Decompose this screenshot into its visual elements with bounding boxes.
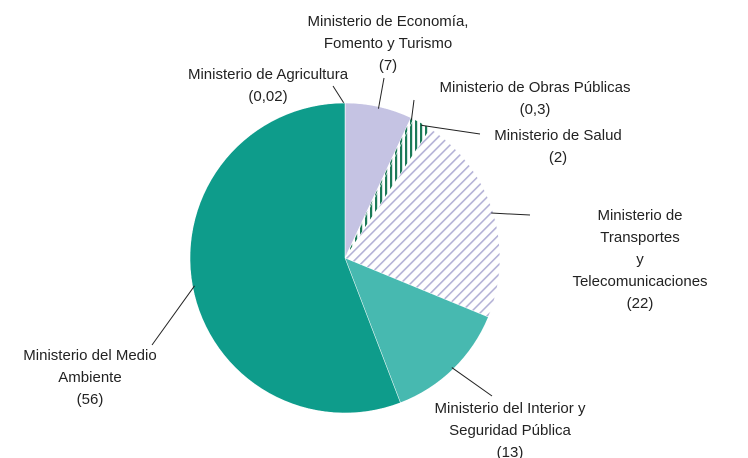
leader-line <box>421 124 481 135</box>
category-label: Ministerio de Salud <box>494 127 622 144</box>
slice-label: Ministerio de Agricultura (0,02) <box>188 64 348 108</box>
category-label: Ministerio de Economía, Fomento y Turism… <box>307 13 469 52</box>
category-label: Ministerio de Transportes y Telecomunica… <box>572 207 708 290</box>
value-label: (7) <box>378 57 398 74</box>
category-label: Ministerio de Obras Públicas <box>439 79 631 96</box>
value-label: (13) <box>496 444 524 458</box>
slice-label: Ministerio del Medio Ambiente (56) <box>23 345 156 411</box>
value-label: (2) <box>548 149 568 166</box>
pie-slice <box>344 128 501 318</box>
slice-label: Ministerio de Salud (2) <box>494 125 622 169</box>
leader-line <box>151 285 195 346</box>
pie-slice <box>189 102 401 414</box>
value-label: (56) <box>76 391 104 408</box>
slice-label: Ministerio del Interior y Seguridad Públ… <box>435 398 586 458</box>
value-label: (0,3) <box>519 101 551 118</box>
category-label: Ministerio del Interior y Seguridad Públ… <box>434 400 586 439</box>
leader-line <box>377 77 385 109</box>
slice-label: Ministerio de Economía, Fomento y Turism… <box>308 11 469 77</box>
leader-line <box>332 85 346 106</box>
category-label: Ministerio de Agricultura <box>187 66 349 83</box>
slice-label: Ministerio de Obras Públicas (0,3) <box>440 77 631 121</box>
slice-label: Ministerio de Transportes y Telecomunica… <box>572 205 707 315</box>
leader-line <box>451 367 493 397</box>
value-label: (22) <box>626 295 654 312</box>
category-label: Ministerio del Medio Ambiente <box>23 347 157 386</box>
value-label: (0,02) <box>248 88 288 105</box>
leader-line <box>410 99 415 121</box>
leader-line <box>491 212 531 216</box>
